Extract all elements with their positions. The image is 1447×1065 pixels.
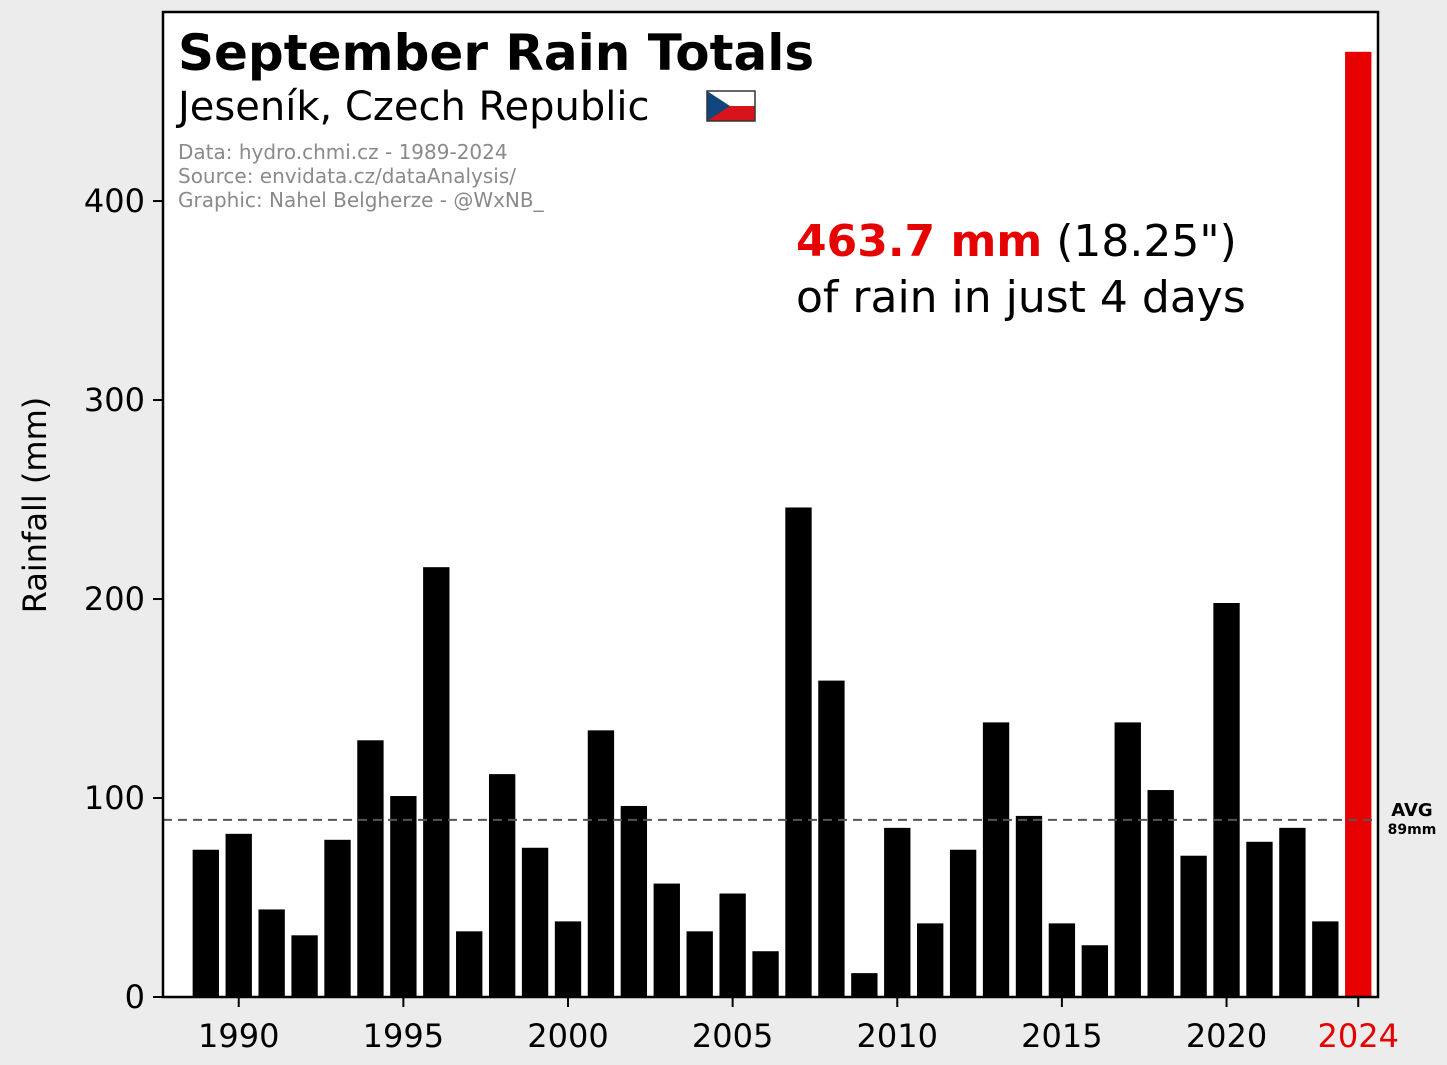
x-tick-label-2015: 2015 xyxy=(1021,1017,1102,1055)
y-axis-label: Rainfall (mm) xyxy=(16,397,54,613)
bar-1998 xyxy=(488,774,516,997)
bar-1997 xyxy=(456,931,483,997)
bar-1990 xyxy=(225,833,252,997)
bar-2004 xyxy=(686,931,713,997)
bar-2005 xyxy=(719,893,746,997)
bar-2020 xyxy=(1213,603,1240,997)
bar-2017 xyxy=(1114,722,1141,997)
bar-2002 xyxy=(620,805,648,997)
bar-2000 xyxy=(554,921,582,997)
annotation-inches: (18.25") xyxy=(1056,216,1237,267)
bar-2023 xyxy=(1312,921,1339,997)
bar-2007 xyxy=(785,507,812,997)
bar-2008 xyxy=(818,680,845,997)
bar-2009 xyxy=(851,973,878,997)
y-tick-label-400: 400 xyxy=(84,182,145,220)
chart-subtitle: Jeseník, Czech Republic xyxy=(175,84,649,130)
bar-2022 xyxy=(1279,827,1306,997)
bar-2003 xyxy=(653,883,680,997)
x-tick-label-2024: 2024 xyxy=(1318,1017,1399,1055)
y-tick-label-100: 100 xyxy=(84,779,145,817)
chart-title: September Rain Totals xyxy=(178,24,814,82)
bar-2001 xyxy=(587,730,615,997)
bar-1995 xyxy=(390,796,417,997)
bar-1999 xyxy=(521,847,549,997)
czech-flag-icon xyxy=(706,90,756,122)
x-tick-label-2010: 2010 xyxy=(857,1017,938,1055)
x-tick-label-2000: 2000 xyxy=(527,1017,608,1055)
bars-group xyxy=(192,51,1372,998)
x-tick-label-1995: 1995 xyxy=(363,1017,444,1055)
credit-graphic: Graphic: Nahel Belgherze - @WxNB_ xyxy=(178,188,545,212)
bar-2010 xyxy=(884,827,911,997)
credit-source: Source: envidata.cz/dataAnalysis/ xyxy=(178,164,516,188)
y-tick-label-0: 0 xyxy=(125,978,145,1016)
bar-1992 xyxy=(291,935,318,997)
bar-2006 xyxy=(752,951,779,997)
annotation-value: 463.7 mm xyxy=(796,216,1042,267)
average-label: AVG xyxy=(1391,800,1432,821)
bar-2018 xyxy=(1147,790,1174,997)
x-tick-label-2005: 2005 xyxy=(692,1017,773,1055)
bar-2012 xyxy=(949,849,977,997)
bar-1996 xyxy=(423,567,450,997)
bar-2024 xyxy=(1345,51,1372,998)
average-sublabel: 89mm xyxy=(1388,822,1437,838)
bar-2016 xyxy=(1081,945,1108,997)
annotation-line-2: of rain in just 4 days xyxy=(796,272,1246,323)
bar-1993 xyxy=(324,839,351,997)
plot-frame xyxy=(161,10,1380,999)
x-axis-ticks: 1990 1995 2000 2005 2010 2015 2020 2024 xyxy=(198,997,1399,1055)
bar-1989 xyxy=(192,849,219,997)
bar-2021 xyxy=(1246,841,1273,997)
x-tick-label-2020: 2020 xyxy=(1186,1017,1267,1055)
bar-2013 xyxy=(982,722,1010,997)
annotation-line-1: 463.7 mm (18.25") xyxy=(796,216,1237,267)
bar-2015 xyxy=(1048,923,1076,997)
bar-2014 xyxy=(1015,815,1043,997)
bar-1991 xyxy=(258,909,285,997)
credit-data: Data: hydro.chmi.cz - 1989-2024 xyxy=(178,140,508,164)
bar-1994 xyxy=(357,740,384,997)
x-tick-label-1990: 1990 xyxy=(198,1017,279,1055)
y-tick-label-300: 300 xyxy=(84,381,145,419)
bar-2019 xyxy=(1180,855,1207,997)
bar-2011 xyxy=(917,923,944,997)
y-axis-ticks: 0 100 200 300 400 xyxy=(84,182,163,1016)
y-tick-label-200: 200 xyxy=(84,580,145,618)
